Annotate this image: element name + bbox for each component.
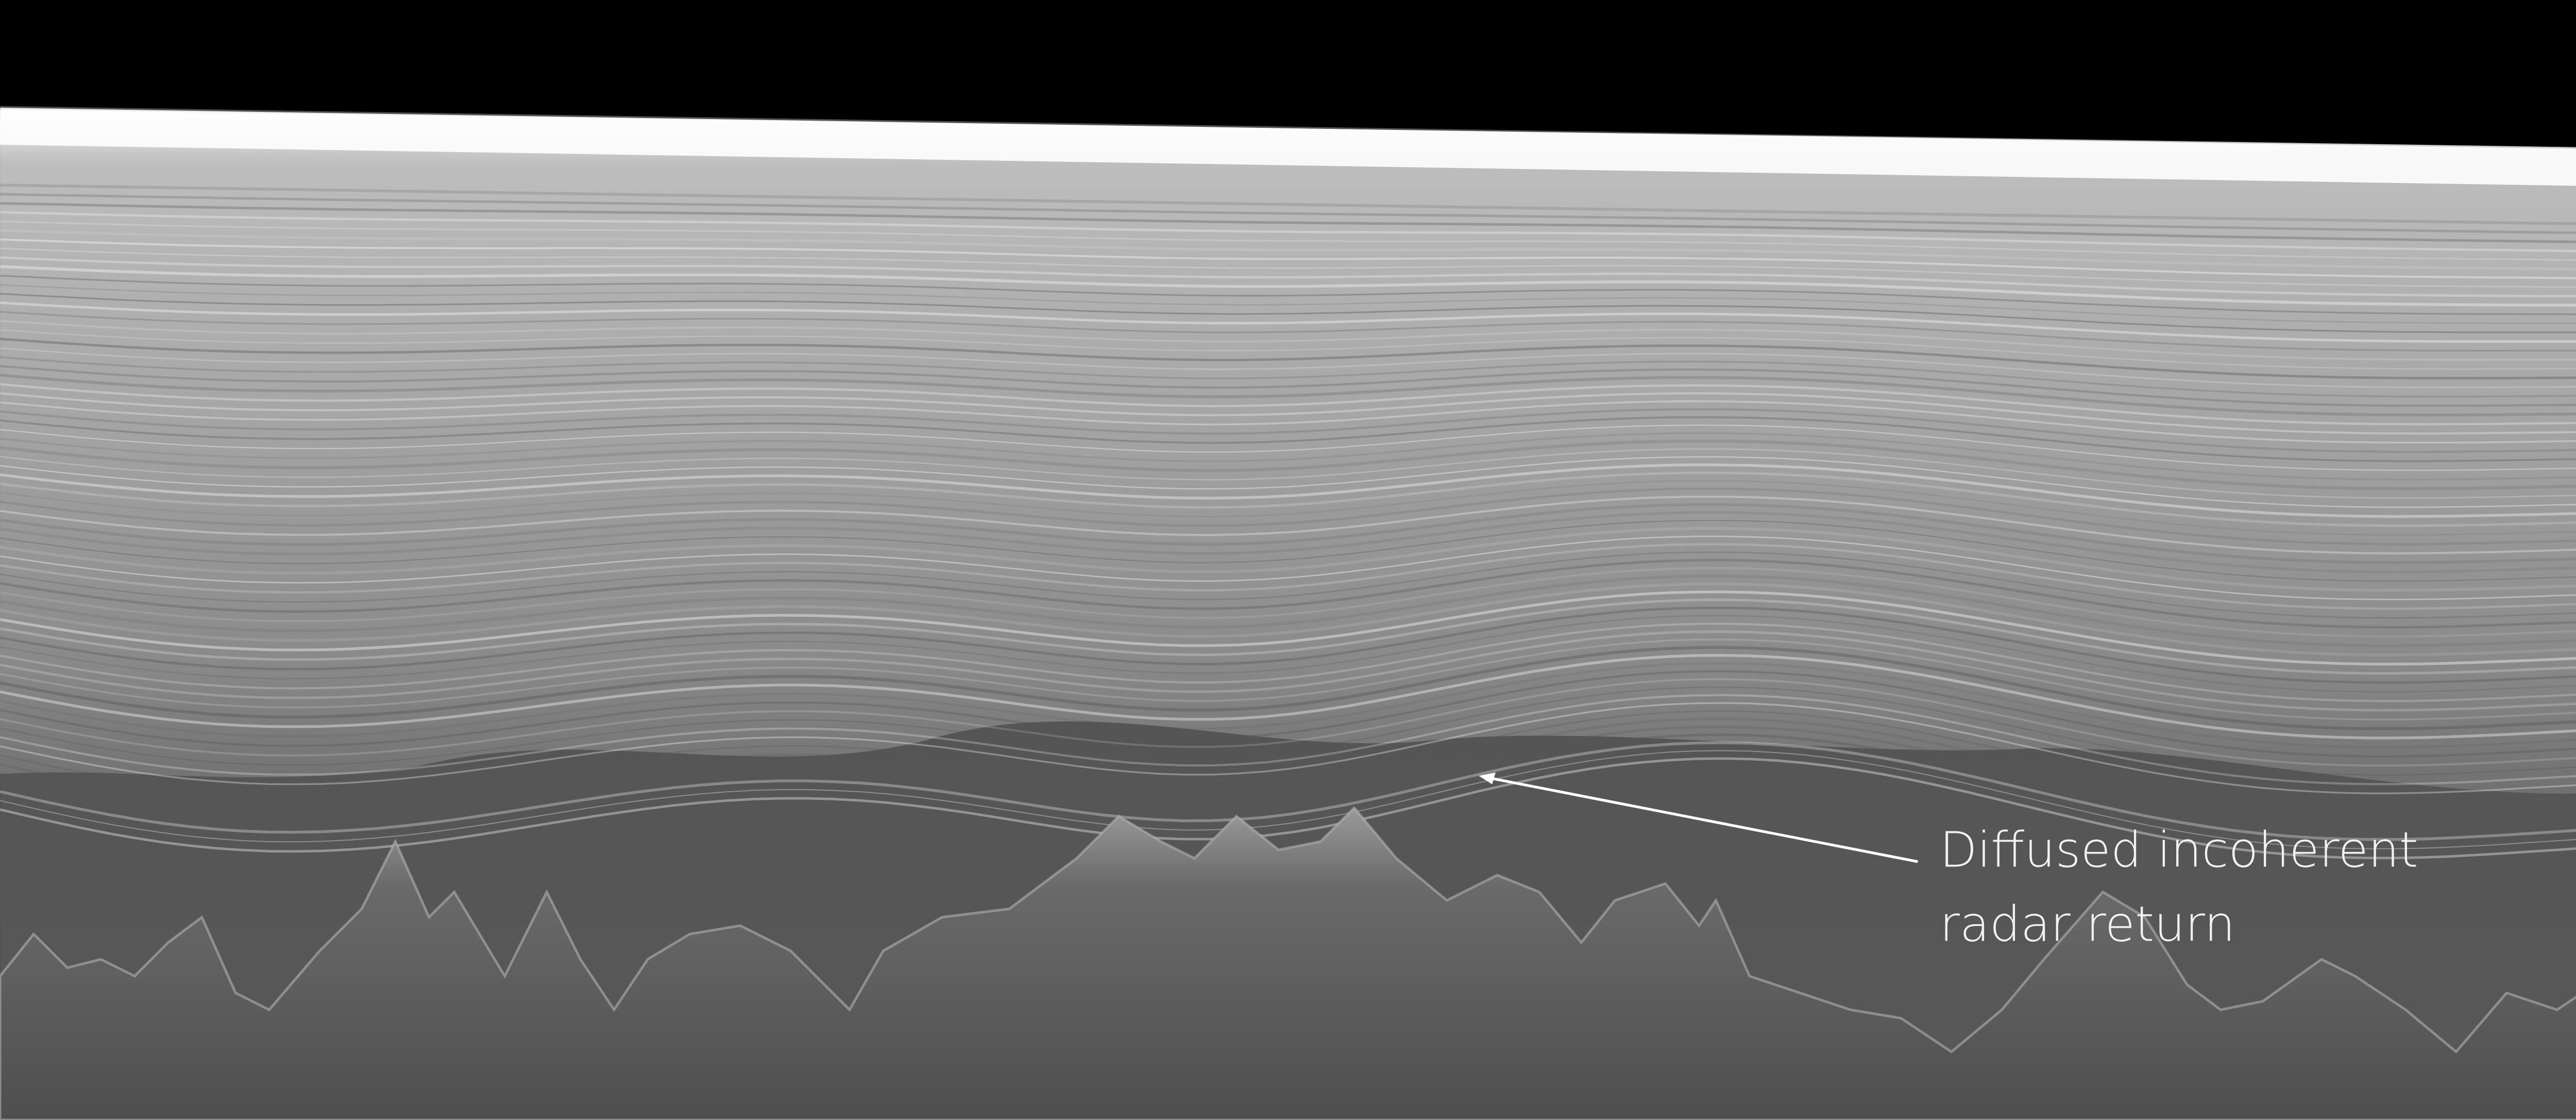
layered-ice — [0, 109, 2576, 794]
page: Diffused incoherent radar return (() => … — [0, 0, 2576, 1120]
annotation-text-line: radar return — [1940, 896, 2235, 952]
radargram: Diffused incoherent radar return — [0, 0, 2576, 1120]
annotation-text-line: Diffused incoherent — [1940, 822, 2418, 879]
